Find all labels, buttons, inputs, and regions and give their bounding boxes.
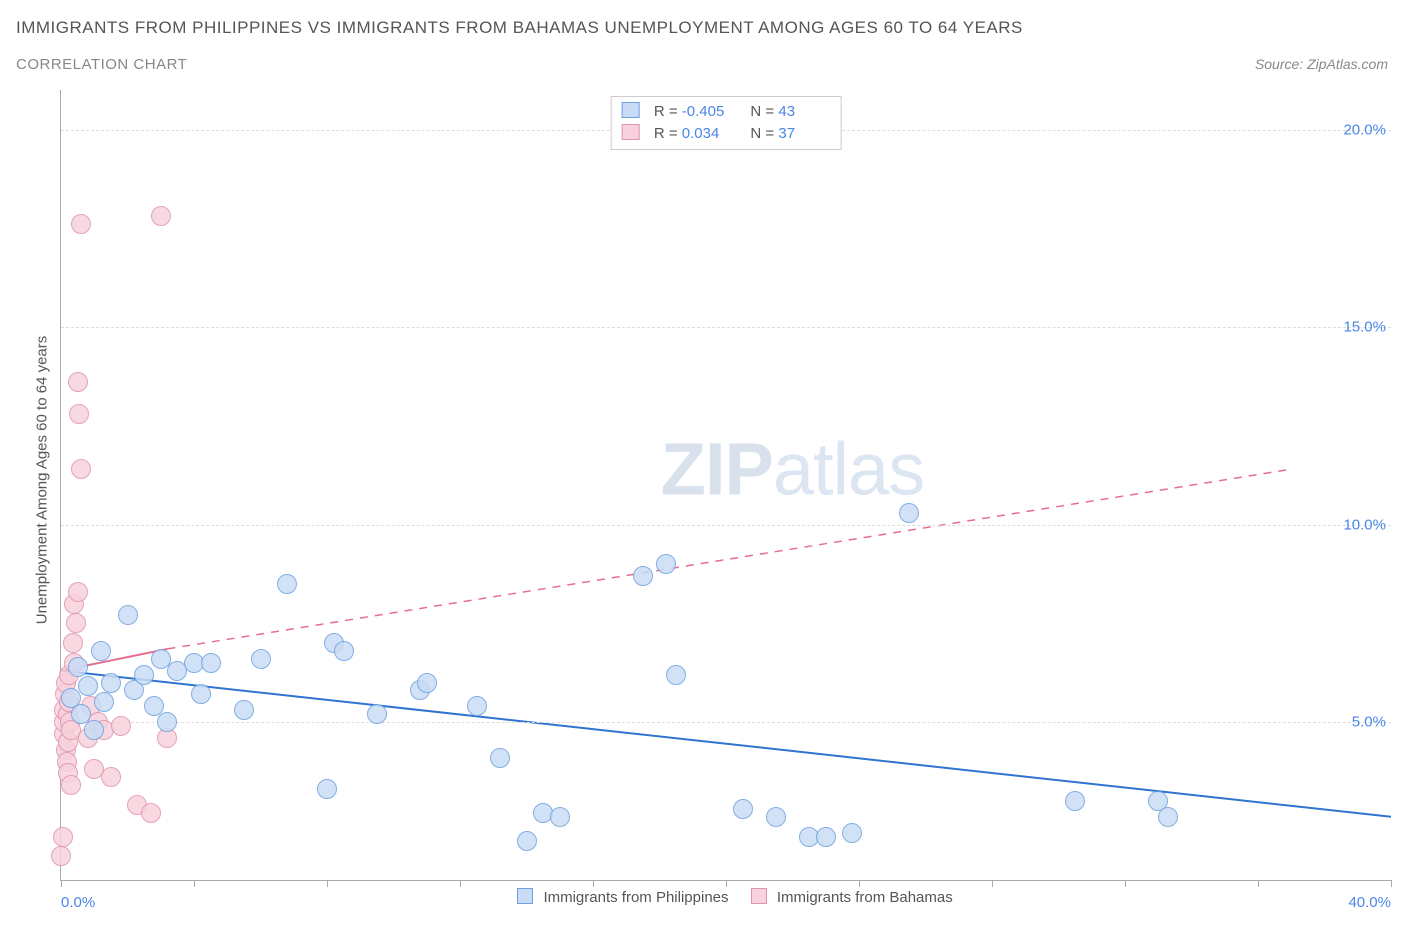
scatter-point-bahamas bbox=[71, 459, 91, 479]
series-legend: Immigrants from Philippines Immigrants f… bbox=[61, 888, 1391, 906]
legend-label-b: Immigrants from Bahamas bbox=[777, 889, 953, 906]
scatter-point-philippines bbox=[157, 712, 177, 732]
legend-n-value: 37 bbox=[778, 123, 830, 145]
scatter-point-philippines bbox=[899, 503, 919, 523]
legend-row: R = -0.405 N = 43 bbox=[622, 101, 831, 123]
scatter-point-philippines bbox=[417, 673, 437, 693]
gridline bbox=[61, 722, 1391, 723]
scatter-point-philippines bbox=[816, 827, 836, 847]
x-tick bbox=[61, 880, 62, 887]
chart-title: IMMIGRANTS FROM PHILIPPINES VS IMMIGRANT… bbox=[16, 18, 1023, 38]
watermark-bold: ZIP bbox=[661, 428, 773, 511]
scatter-point-philippines bbox=[201, 653, 221, 673]
scatter-point-bahamas bbox=[61, 775, 81, 795]
legend-label: R = bbox=[654, 103, 682, 120]
scatter-point-philippines bbox=[101, 673, 121, 693]
scatter-point-philippines bbox=[367, 704, 387, 724]
watermark: ZIPatlas bbox=[661, 427, 924, 512]
plot-area: ZIPatlas R = -0.405 N = 43 R = 0.034 N =… bbox=[60, 90, 1391, 881]
legend-swatch-a bbox=[622, 102, 640, 118]
source-label: Source: ZipAtlas.com bbox=[1255, 56, 1388, 72]
scatter-point-philippines bbox=[118, 605, 138, 625]
scatter-point-philippines bbox=[656, 554, 676, 574]
scatter-point-philippines bbox=[842, 823, 862, 843]
legend-swatch-b bbox=[622, 124, 640, 140]
chart-subtitle: CORRELATION CHART bbox=[16, 56, 187, 73]
scatter-point-philippines bbox=[251, 649, 271, 669]
scatter-point-bahamas bbox=[53, 827, 73, 847]
legend-swatch-b bbox=[751, 888, 767, 904]
watermark-thin: atlas bbox=[773, 428, 924, 511]
scatter-point-philippines bbox=[766, 807, 786, 827]
scatter-point-philippines bbox=[633, 566, 653, 586]
y-tick-label: 20.0% bbox=[1343, 121, 1386, 138]
scatter-point-philippines bbox=[467, 696, 487, 716]
trend-lines bbox=[61, 90, 1391, 880]
trend-line bbox=[167, 469, 1291, 649]
legend-swatch-a bbox=[517, 888, 533, 904]
scatter-point-philippines bbox=[191, 684, 211, 704]
trend-line bbox=[61, 671, 1391, 817]
scatter-point-philippines bbox=[317, 779, 337, 799]
y-tick-label: 10.0% bbox=[1343, 516, 1386, 533]
scatter-point-bahamas bbox=[111, 716, 131, 736]
scatter-point-bahamas bbox=[68, 582, 88, 602]
scatter-point-bahamas bbox=[71, 214, 91, 234]
scatter-point-bahamas bbox=[69, 404, 89, 424]
scatter-point-philippines bbox=[84, 720, 104, 740]
scatter-point-philippines bbox=[234, 700, 254, 720]
x-tick bbox=[1125, 880, 1126, 887]
legend-label: R = bbox=[654, 125, 682, 142]
legend-r-value: -0.405 bbox=[682, 101, 734, 123]
scatter-point-bahamas bbox=[68, 372, 88, 392]
x-tick bbox=[460, 880, 461, 887]
scatter-point-bahamas bbox=[63, 633, 83, 653]
x-tick bbox=[859, 880, 860, 887]
scatter-point-philippines bbox=[666, 665, 686, 685]
y-tick-label: 5.0% bbox=[1352, 714, 1386, 731]
x-tick-label: 40.0% bbox=[1348, 894, 1391, 911]
y-axis-label: Unemployment Among Ages 60 to 64 years bbox=[34, 336, 51, 625]
scatter-point-bahamas bbox=[101, 767, 121, 787]
scatter-point-bahamas bbox=[141, 803, 161, 823]
x-tick bbox=[1391, 880, 1392, 887]
x-tick bbox=[327, 880, 328, 887]
scatter-point-philippines bbox=[490, 748, 510, 768]
scatter-point-philippines bbox=[733, 799, 753, 819]
scatter-point-philippines bbox=[78, 676, 98, 696]
x-tick-label: 0.0% bbox=[61, 894, 95, 911]
y-tick-label: 15.0% bbox=[1343, 319, 1386, 336]
gridline bbox=[61, 327, 1391, 328]
x-tick bbox=[726, 880, 727, 887]
gridline bbox=[61, 525, 1391, 526]
legend-label-a: Immigrants from Philippines bbox=[543, 889, 728, 906]
scatter-point-philippines bbox=[91, 641, 111, 661]
x-tick bbox=[992, 880, 993, 887]
legend-row: R = 0.034 N = 37 bbox=[622, 123, 831, 145]
legend-r-value: 0.034 bbox=[682, 123, 734, 145]
scatter-point-philippines bbox=[68, 657, 88, 677]
scatter-point-philippines bbox=[550, 807, 570, 827]
scatter-point-philippines bbox=[1065, 791, 1085, 811]
scatter-point-philippines bbox=[1158, 807, 1178, 827]
scatter-point-philippines bbox=[517, 831, 537, 851]
scatter-point-bahamas bbox=[66, 613, 86, 633]
scatter-point-philippines bbox=[134, 665, 154, 685]
legend-label: N = bbox=[750, 103, 778, 120]
x-tick bbox=[194, 880, 195, 887]
legend-n-value: 43 bbox=[778, 101, 830, 123]
correlation-legend: R = -0.405 N = 43 R = 0.034 N = 37 bbox=[611, 96, 842, 150]
scatter-point-bahamas bbox=[151, 206, 171, 226]
x-tick bbox=[593, 880, 594, 887]
scatter-point-bahamas bbox=[51, 846, 71, 866]
legend-label: N = bbox=[750, 125, 778, 142]
scatter-point-philippines bbox=[94, 692, 114, 712]
scatter-point-philippines bbox=[277, 574, 297, 594]
scatter-point-philippines bbox=[334, 641, 354, 661]
x-tick bbox=[1258, 880, 1259, 887]
